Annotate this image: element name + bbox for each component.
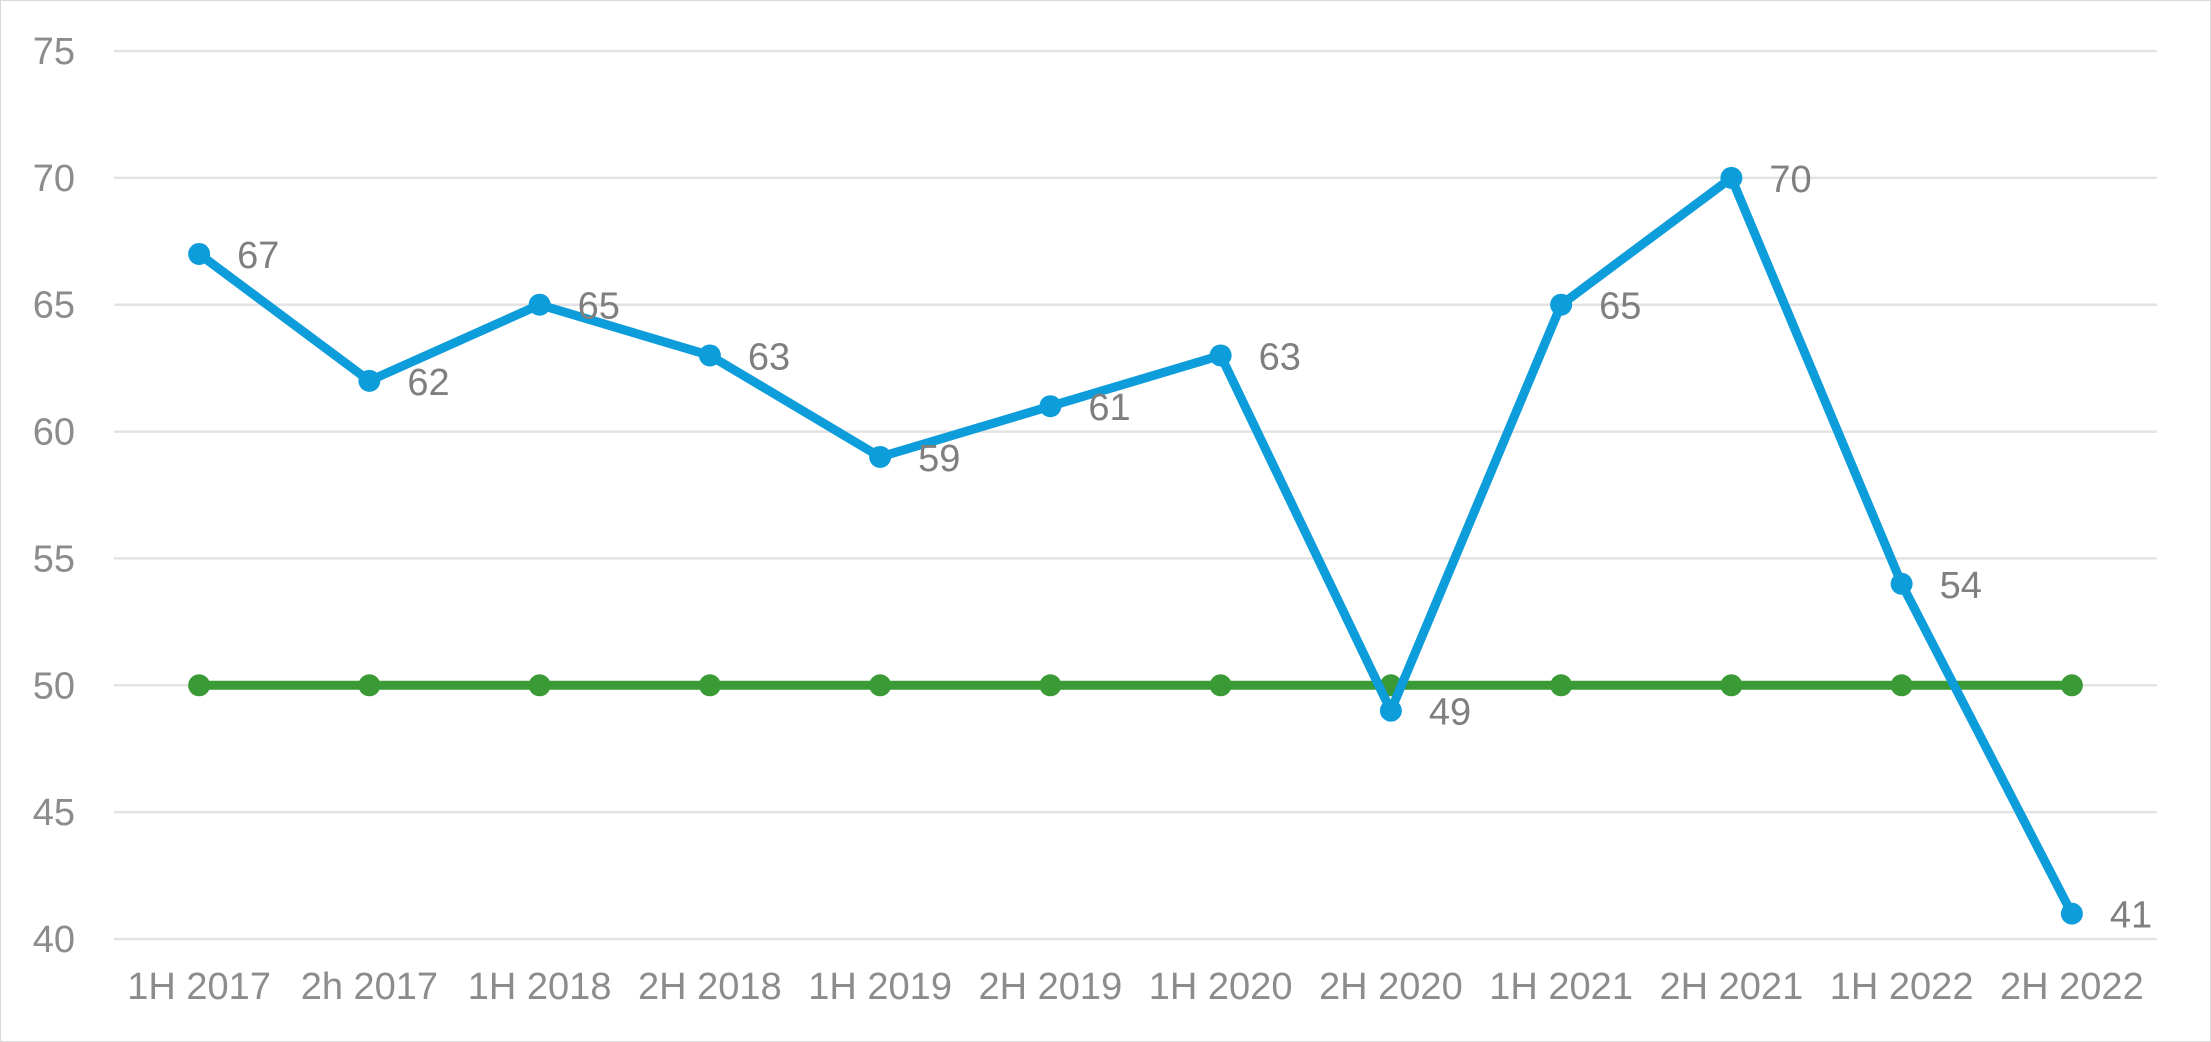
data-point bbox=[188, 674, 211, 697]
series-0 bbox=[188, 166, 2083, 925]
data-label: 59 bbox=[918, 438, 960, 480]
data-point bbox=[358, 369, 381, 392]
data-point bbox=[1550, 674, 1573, 697]
data-labels: 67 62 65 63 59 61 63 49 65 70 54 41 bbox=[237, 159, 2152, 937]
y-axis-tick-labels: 40 45 50 55 60 65 70 75 bbox=[33, 31, 75, 961]
data-point bbox=[1209, 674, 1232, 697]
data-label: 62 bbox=[407, 362, 449, 404]
data-label: 61 bbox=[1088, 387, 1130, 429]
data-label: 41 bbox=[2110, 895, 2152, 937]
x-tick-label: 2H 2021 bbox=[1660, 966, 1804, 1008]
y-tick-label: 75 bbox=[33, 31, 75, 73]
y-tick-label: 50 bbox=[33, 665, 75, 707]
data-point bbox=[2060, 674, 2083, 697]
x-tick-label: 2H 2020 bbox=[1319, 966, 1463, 1008]
data-point bbox=[1039, 674, 1062, 697]
gridlines bbox=[114, 49, 2157, 941]
data-point bbox=[1720, 674, 1743, 697]
x-tick-label: 1H 2020 bbox=[1149, 966, 1293, 1008]
data-point bbox=[698, 674, 721, 697]
x-tick-label: 2H 2018 bbox=[638, 966, 782, 1008]
data-point bbox=[1039, 395, 1062, 418]
data-point bbox=[188, 242, 211, 265]
data-point bbox=[2060, 902, 2083, 925]
data-point bbox=[698, 344, 721, 367]
data-label: 65 bbox=[1599, 286, 1641, 328]
data-point bbox=[1890, 572, 1913, 595]
y-tick-label: 70 bbox=[33, 158, 75, 200]
data-point bbox=[869, 674, 892, 697]
series-1 bbox=[188, 674, 2083, 697]
data-point bbox=[528, 293, 551, 316]
y-tick-label: 45 bbox=[33, 792, 75, 834]
data-label: 67 bbox=[237, 235, 279, 277]
data-point bbox=[1379, 699, 1402, 722]
x-tick-label: 2H 2019 bbox=[979, 966, 1123, 1008]
data-label: 54 bbox=[1940, 565, 1982, 607]
series-layer bbox=[188, 166, 2083, 925]
data-label: 63 bbox=[748, 336, 790, 378]
x-tick-label: 2H 2022 bbox=[2000, 966, 2144, 1008]
data-label: 65 bbox=[578, 286, 620, 328]
data-label: 70 bbox=[1769, 159, 1811, 201]
data-point bbox=[1550, 293, 1573, 316]
x-tick-label: 2h 2017 bbox=[301, 966, 438, 1008]
data-label: 63 bbox=[1259, 336, 1301, 378]
y-tick-label: 65 bbox=[33, 285, 75, 327]
x-axis-tick-labels: 1H 2017 2h 2017 1H 2018 2H 2018 1H 2019 2H 20… bbox=[127, 966, 2143, 1008]
series-line-0 bbox=[194, 173, 2077, 919]
data-point bbox=[1890, 674, 1913, 697]
y-tick-label: 60 bbox=[33, 412, 75, 454]
x-tick-label: 1H 2019 bbox=[808, 966, 952, 1008]
data-point bbox=[1209, 344, 1232, 367]
y-tick-label: 40 bbox=[33, 919, 75, 961]
data-point bbox=[1720, 166, 1743, 189]
x-tick-label: 1H 2022 bbox=[1830, 966, 1974, 1008]
data-point bbox=[869, 445, 892, 468]
x-tick-label: 1H 2021 bbox=[1489, 966, 1633, 1008]
data-label: 49 bbox=[1429, 692, 1471, 734]
data-point bbox=[358, 674, 381, 697]
x-tick-label: 1H 2018 bbox=[468, 966, 612, 1008]
y-tick-label: 55 bbox=[33, 538, 75, 580]
data-point bbox=[528, 674, 551, 697]
x-tick-label: 1H 2017 bbox=[127, 966, 271, 1008]
